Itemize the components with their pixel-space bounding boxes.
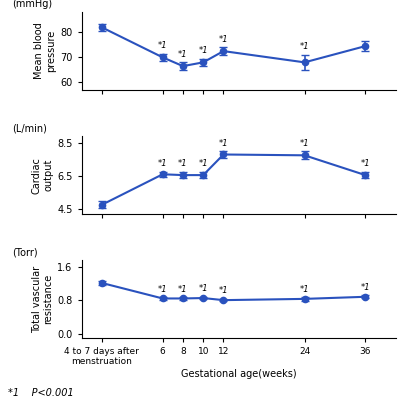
Text: *1: *1 — [158, 285, 168, 294]
Text: (Torr): (Torr) — [13, 247, 38, 257]
Text: *1: *1 — [158, 41, 168, 50]
Text: *1: *1 — [300, 285, 309, 294]
Text: *1: *1 — [219, 35, 228, 44]
Text: (L/min): (L/min) — [13, 123, 47, 133]
Text: *1: *1 — [300, 42, 309, 52]
Y-axis label: Mean blood
pressure: Mean blood pressure — [34, 23, 56, 80]
Text: *1: *1 — [219, 286, 228, 295]
Text: *1    P<0.001: *1 P<0.001 — [8, 388, 74, 398]
Y-axis label: Cardiac
output: Cardiac output — [31, 157, 53, 194]
Text: *1: *1 — [300, 139, 309, 148]
Text: *1: *1 — [361, 283, 370, 292]
Text: *1: *1 — [219, 139, 228, 148]
Text: *1: *1 — [198, 284, 208, 293]
Text: *1: *1 — [198, 46, 208, 55]
Text: *1: *1 — [178, 285, 188, 294]
Y-axis label: Total vascular
resistance: Total vascular resistance — [31, 265, 53, 332]
X-axis label: Gestational age(weeks): Gestational age(weeks) — [181, 369, 297, 379]
Text: *1: *1 — [178, 50, 188, 59]
Text: *1: *1 — [158, 159, 168, 169]
Text: *1: *1 — [361, 159, 370, 169]
Text: *1: *1 — [178, 159, 188, 169]
Text: *1: *1 — [198, 159, 208, 169]
Text: (mmHg): (mmHg) — [13, 0, 53, 9]
